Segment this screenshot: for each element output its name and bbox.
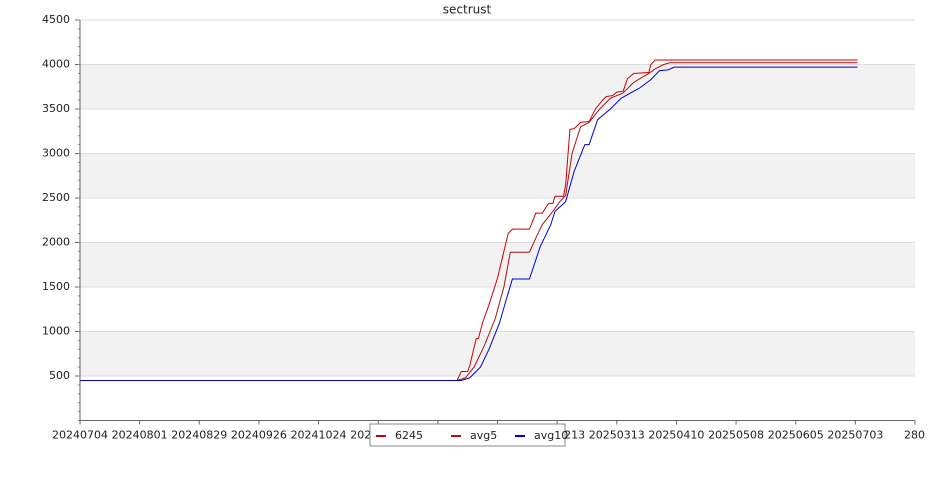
x-tick-label: 20240829 [171, 429, 227, 442]
x-tick-label: 20240801 [112, 429, 168, 442]
legend: 6245 avg5 avg10 [369, 423, 568, 447]
x-tick-label: 20241024 [291, 429, 347, 442]
y-tick-label: 3500 [42, 102, 70, 115]
legend-label: avg10 [534, 429, 568, 442]
grid-band [80, 64, 915, 109]
y-tick-label: 4000 [42, 58, 70, 71]
series-line [80, 66, 858, 381]
x-tick-label: 20250313 [589, 429, 645, 442]
grid-band [80, 153, 915, 198]
grid-band [80, 331, 915, 376]
x-tick-label: 280 [904, 429, 925, 442]
x-tick-label: 20250410 [648, 429, 704, 442]
legend-box [369, 423, 566, 447]
y-tick-label: 1000 [42, 325, 70, 338]
chart-title: sectrust [443, 3, 492, 17]
y-tick-label: 500 [49, 369, 70, 382]
y-tick-label: 2500 [42, 191, 70, 204]
series-line [80, 59, 858, 381]
x-tick-label: 20240926 [231, 429, 287, 442]
y-tick-label: 1500 [42, 280, 70, 293]
x-tick-label: 20250508 [708, 429, 764, 442]
y-tick-label: 4500 [42, 13, 70, 26]
grid-band [80, 242, 915, 287]
legend-label: avg5 [470, 429, 497, 442]
x-tick-label: 20250703 [827, 429, 883, 442]
series-line [80, 62, 858, 381]
x-tick-label: 20250605 [768, 429, 824, 442]
y-tick-label: 2000 [42, 236, 70, 249]
y-tick-label: 3000 [42, 147, 70, 160]
x-tick-label: 20240704 [52, 429, 108, 442]
legend-label: 6245 [395, 429, 423, 442]
